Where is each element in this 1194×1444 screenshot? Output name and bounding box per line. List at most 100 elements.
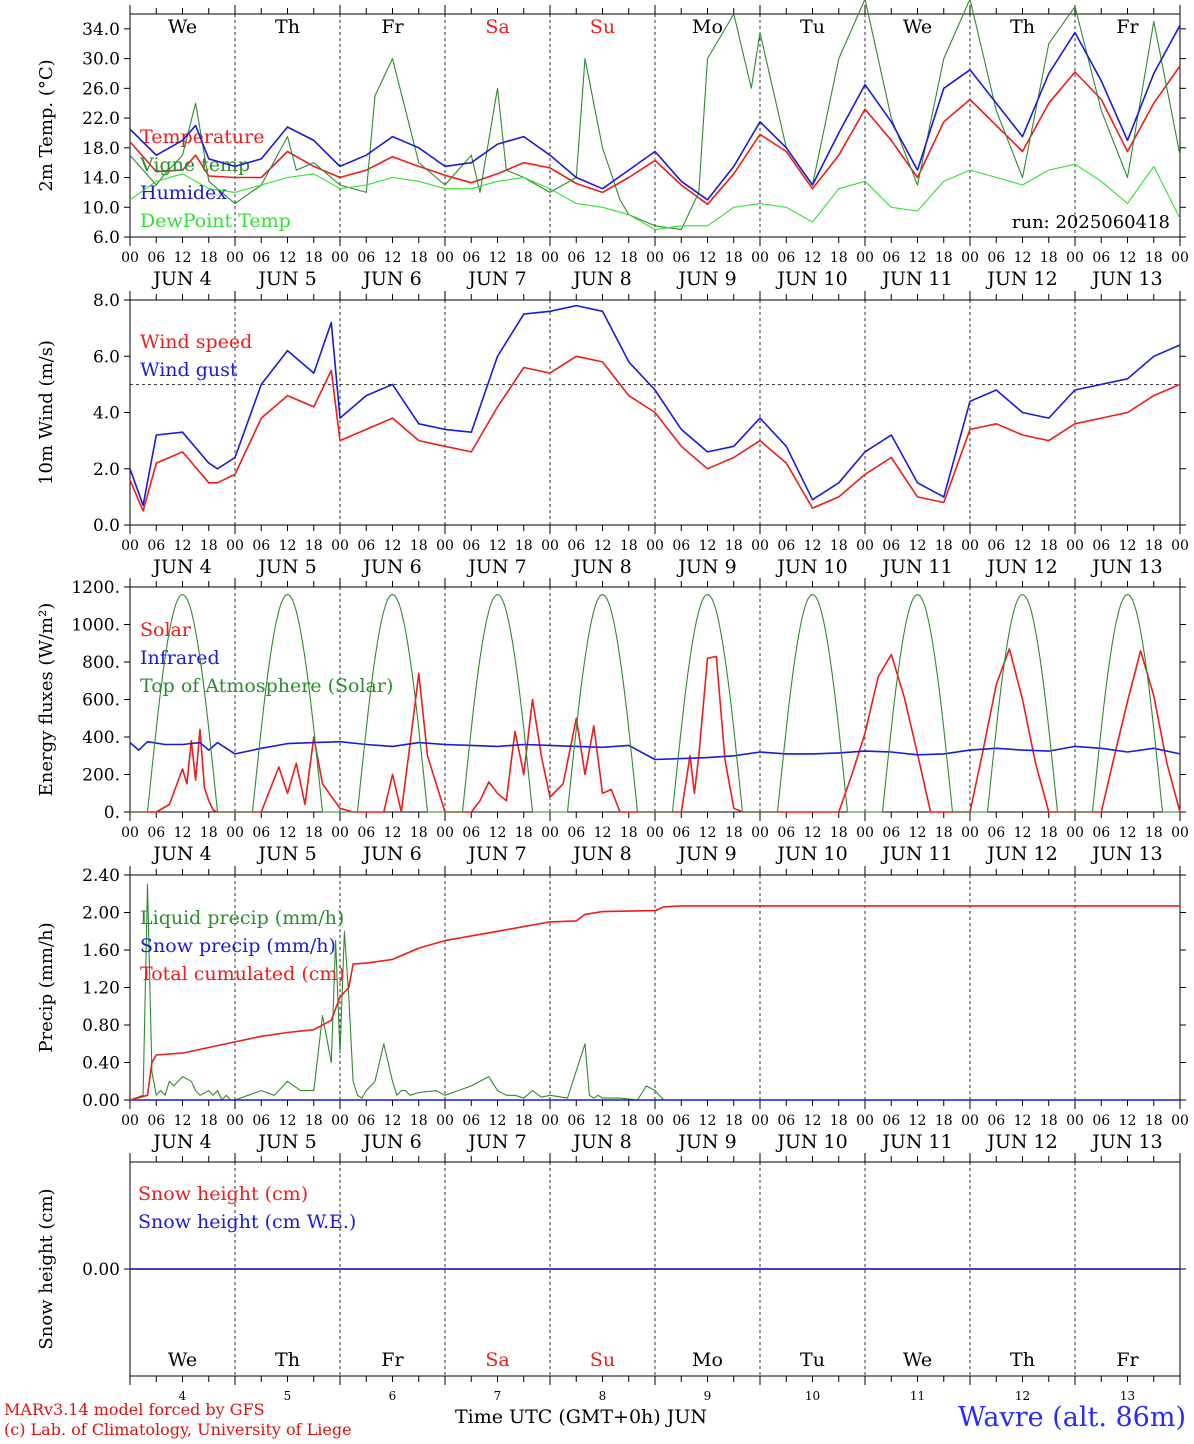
hour-label: 06 [357,825,375,841]
hour-label: 12 [489,538,507,554]
hour-label: 18 [305,825,323,841]
day-name-top: We [903,16,932,38]
legend-entry: Temperature [140,126,264,148]
day-name-top: Fr [1116,16,1139,38]
hour-label: 12 [594,825,612,841]
hour-label: 06 [987,538,1005,554]
hour-label: 00 [436,825,454,841]
date-label: JUN 6 [361,843,421,865]
series-line-vigne-temp [129,0,1181,231]
hour-label: 12 [384,1113,402,1129]
hour-label: 06 [147,538,165,554]
legend-entry: Humidex [140,182,227,204]
date-label: JUN 5 [256,843,316,865]
hour-label: 12 [174,538,192,554]
hour-label: 06 [147,1113,165,1129]
hour-label: 00 [856,825,874,841]
hour-label: 18 [620,1113,638,1129]
hour-label: 06 [987,1113,1005,1129]
hour-label: 00 [1171,250,1189,266]
hour-label: 18 [1040,250,1058,266]
series-line-infrared [129,740,1181,761]
date-label: JUN 11 [880,1131,952,1153]
hour-label: 12 [1119,250,1137,266]
series-line-total-cumulated-cm- [129,905,1180,1101]
date-label: JUN 5 [256,268,316,290]
date-label: JUN 9 [676,556,736,578]
date-label: JUN 11 [880,843,952,865]
hour-label: 06 [147,250,165,266]
y-tick-label: 2.0 [93,460,120,480]
date-label: JUN 10 [775,556,847,578]
day-name-top: Th [1010,16,1035,38]
hour-label: 18 [725,1113,743,1129]
date-label: JUN 13 [1090,556,1162,578]
legend-entry: Snow height (cm W.E.) [138,1211,356,1233]
hour-label: 00 [541,825,559,841]
legend-entry: Snow precip (mm/h) [140,935,336,957]
y-tick-label: 6.0 [93,347,120,367]
y-tick-label: 1000. [71,616,120,636]
date-label: JUN 5 [256,556,316,578]
x-axis-label: Time UTC (GMT+0h) JUN [455,1406,707,1428]
hour-label: 12 [1119,538,1137,554]
hour-label: 06 [672,538,690,554]
panel-3: 0. 200. 400. 600. 800. 1000. 1200. Energy fluxe… [36,578,1189,865]
legend-entry: Solar [140,619,192,641]
hour-label: 00 [856,538,874,554]
day-name-bottom: We [168,1349,197,1371]
hour-label: 12 [384,250,402,266]
hour-label: 12 [594,538,612,554]
panel-5: 0.00 Snow height (cm) Snow height (cm) Snow… [36,1153,1186,1385]
hour-label: 18 [200,538,218,554]
hour-label: 12 [699,250,717,266]
panel-frame [129,13,1181,238]
hour-label: 06 [987,825,1005,841]
panel-4: 0.00 0.40 0.80 1.20 1.60 2.00 2.40 Precip (mm/h… [36,866,1189,1153]
hour-label: 00 [961,538,979,554]
legend-entry: Liquid precip (mm/h) [140,907,344,929]
hour-label: 00 [436,1113,454,1129]
hour-label: 12 [1014,1113,1032,1129]
date-label: JUN 9 [676,1131,736,1153]
hour-label: 00 [1171,1113,1189,1129]
hour-label: 06 [672,1113,690,1129]
hour-label: 06 [567,825,585,841]
hour-label: 12 [699,1113,717,1129]
y-tick-label: 8.0 [93,291,120,311]
hour-label: 06 [987,250,1005,266]
hour-label: 06 [147,825,165,841]
hour-label: 00 [1066,538,1084,554]
hour-label: 06 [357,1113,375,1129]
y-tick-label: 0.00 [82,1091,120,1111]
y-axis-label: Precip (mm/h) [36,922,57,1052]
hour-label: 06 [462,250,480,266]
date-label: JUN 4 [151,556,211,578]
hour-label: 12 [909,825,927,841]
day-number: 7 [494,1389,502,1403]
hour-label: 18 [515,1113,533,1129]
copyright-credit: (c) Lab. of Climatology, University of L… [4,1420,352,1439]
hour-label: 18 [200,250,218,266]
legend-entry: Wind speed [140,331,252,353]
hour-label: 12 [384,825,402,841]
hour-label: 12 [489,1113,507,1129]
panel-2: 0.0 2.0 4.0 6.0 8.0 10m Wind (m/s) Wind speed W… [36,291,1189,578]
hour-label: 00 [1171,825,1189,841]
y-tick-label: 6.0 [93,228,120,248]
hour-label: 00 [856,250,874,266]
hour-label: 12 [909,250,927,266]
series-line-liquid-precip-mm-h- [129,883,1180,1101]
hour-label: 18 [410,538,428,554]
y-tick-label: 800. [82,653,120,673]
hour-label: 06 [357,250,375,266]
hour-label: 06 [1092,1113,1110,1129]
day-number: 4 [179,1389,187,1403]
hour-label: 06 [882,250,900,266]
date-label: JUN 6 [361,268,421,290]
hour-label: 06 [1092,825,1110,841]
day-name-bottom: Fr [1116,1349,1139,1371]
day-number: 6 [389,1389,397,1403]
date-label: JUN 8 [571,843,631,865]
hour-label: 18 [305,250,323,266]
